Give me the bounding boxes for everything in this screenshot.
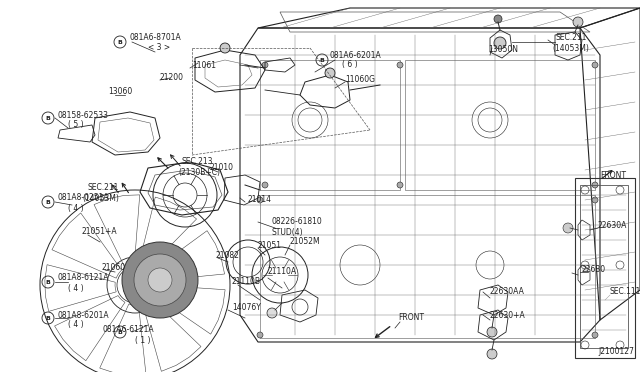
- Text: 081A8-0251A: 081A8-0251A: [58, 193, 109, 202]
- Text: (14053M): (14053M): [552, 44, 589, 52]
- Text: ( 6 ): ( 6 ): [342, 61, 358, 70]
- Text: 21014: 21014: [248, 196, 272, 205]
- Text: ( 4 ): ( 4 ): [68, 203, 84, 212]
- Text: SEC.211: SEC.211: [88, 183, 120, 192]
- Circle shape: [592, 62, 598, 68]
- Text: 21110B: 21110B: [232, 278, 261, 286]
- Text: B: B: [45, 279, 51, 285]
- Circle shape: [122, 242, 198, 318]
- Text: ( 5 ): ( 5 ): [68, 121, 84, 129]
- Text: 21051+A: 21051+A: [82, 228, 118, 237]
- Circle shape: [494, 37, 506, 49]
- Text: 13060: 13060: [108, 87, 132, 96]
- Text: 21051: 21051: [258, 241, 282, 250]
- Circle shape: [592, 182, 598, 188]
- Text: B: B: [319, 58, 324, 62]
- Text: 21200: 21200: [160, 74, 184, 83]
- Text: 22630AA: 22630AA: [490, 288, 525, 296]
- Circle shape: [487, 349, 497, 359]
- Text: 11060G: 11060G: [345, 76, 375, 84]
- Text: 14076Y: 14076Y: [232, 304, 261, 312]
- Text: B: B: [45, 315, 51, 321]
- Text: 081A8-6121A: 081A8-6121A: [58, 273, 109, 282]
- Text: (2130B+C): (2130B+C): [178, 167, 220, 176]
- Circle shape: [592, 197, 598, 203]
- Circle shape: [397, 182, 403, 188]
- Text: FRONT: FRONT: [398, 314, 424, 323]
- Text: ( 4 ): ( 4 ): [68, 283, 84, 292]
- Text: STUD(4): STUD(4): [272, 228, 303, 237]
- Circle shape: [267, 308, 277, 318]
- Text: SEC.211: SEC.211: [555, 33, 586, 42]
- Text: 081A8-6201A: 081A8-6201A: [58, 311, 109, 320]
- Text: 22630A: 22630A: [598, 221, 627, 230]
- Text: FRONT: FRONT: [600, 170, 626, 180]
- Text: (14053M): (14053M): [82, 193, 119, 202]
- Circle shape: [397, 62, 403, 68]
- Text: < 3 >: < 3 >: [148, 44, 170, 52]
- Text: 22630+A: 22630+A: [490, 311, 525, 320]
- Text: 08226-61810: 08226-61810: [272, 218, 323, 227]
- Text: J2100127: J2100127: [598, 347, 634, 356]
- Circle shape: [262, 62, 268, 68]
- Circle shape: [257, 332, 263, 338]
- Text: 11061: 11061: [192, 61, 216, 70]
- Circle shape: [134, 254, 186, 306]
- Circle shape: [592, 332, 598, 338]
- Text: B: B: [118, 39, 122, 45]
- Circle shape: [573, 17, 583, 27]
- Text: 21082: 21082: [215, 250, 239, 260]
- Text: 08158-62533: 08158-62533: [58, 110, 109, 119]
- Text: 21052M: 21052M: [290, 237, 321, 247]
- Text: 081A6-6121A: 081A6-6121A: [102, 326, 154, 334]
- Text: 21110A: 21110A: [268, 267, 297, 276]
- Text: SEC.213: SEC.213: [182, 157, 214, 167]
- Circle shape: [325, 68, 335, 78]
- Text: B: B: [118, 330, 122, 334]
- Text: 081A6-8701A: 081A6-8701A: [130, 33, 182, 42]
- Text: B: B: [45, 115, 51, 121]
- Text: SEC.111: SEC.111: [610, 288, 640, 296]
- Text: ( 4 ): ( 4 ): [68, 321, 84, 330]
- Circle shape: [487, 327, 497, 337]
- Circle shape: [563, 223, 573, 233]
- Circle shape: [257, 197, 263, 203]
- Text: 22630: 22630: [582, 266, 606, 275]
- Text: 081A6-6201A: 081A6-6201A: [330, 51, 381, 60]
- Text: 13050N: 13050N: [488, 45, 518, 55]
- Text: 21010: 21010: [210, 164, 234, 173]
- Circle shape: [220, 43, 230, 53]
- Circle shape: [262, 182, 268, 188]
- Text: 21060: 21060: [102, 263, 126, 273]
- Text: B: B: [45, 199, 51, 205]
- Text: ( 1 ): ( 1 ): [135, 336, 150, 344]
- Circle shape: [494, 15, 502, 23]
- Circle shape: [148, 268, 172, 292]
